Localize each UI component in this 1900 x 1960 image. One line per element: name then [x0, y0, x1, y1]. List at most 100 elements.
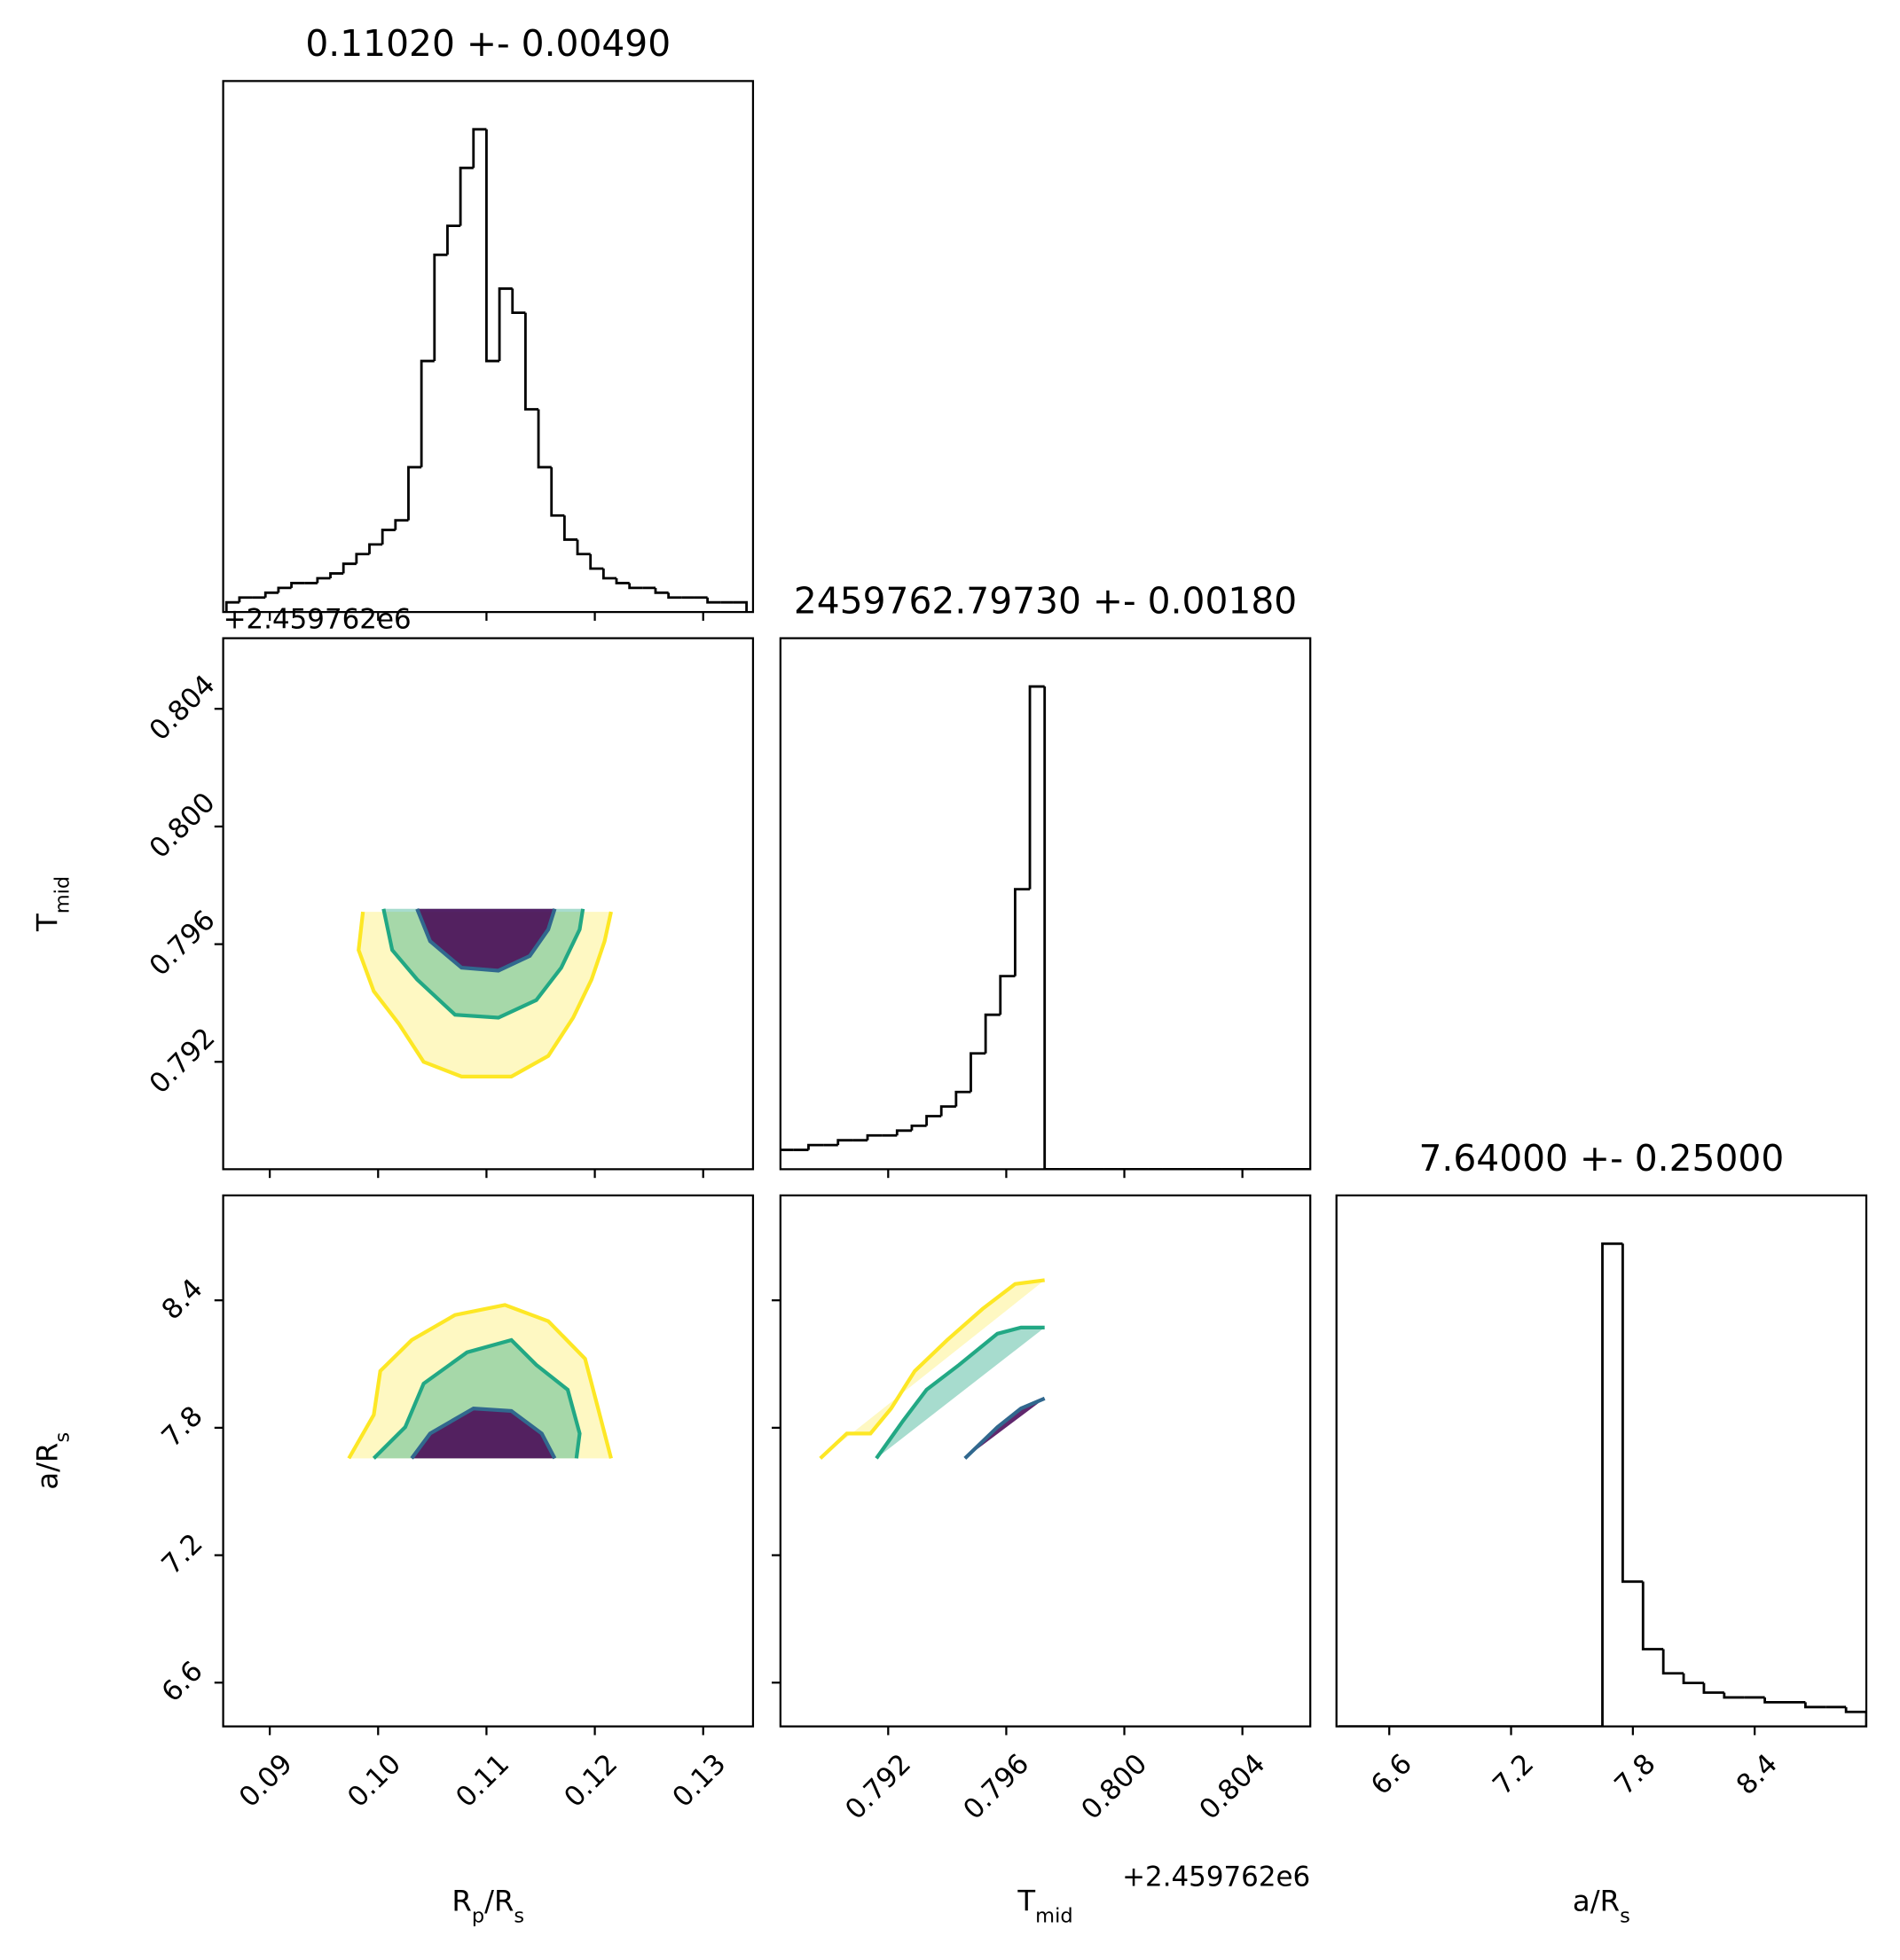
axes-frame — [222, 80, 755, 614]
x-axis-label: Tmid — [1017, 1885, 1072, 1928]
histogram-step — [238, 596, 253, 603]
histogram-step — [394, 519, 409, 530]
histogram-step — [485, 129, 500, 363]
histogram-step — [628, 583, 643, 590]
offset-text: +2.459762e6 — [224, 603, 412, 635]
panel-title: 2459762.79730 +- 0.00180 — [794, 580, 1297, 623]
histogram-step — [562, 515, 578, 541]
contour-line — [963, 1396, 1046, 1460]
x-tick-label: 8.4 — [1731, 1748, 1784, 1801]
contour-line — [875, 1325, 1045, 1460]
histogram-step — [925, 1115, 942, 1126]
contour-line — [410, 1406, 557, 1460]
histogram-step — [368, 543, 383, 554]
panel — [347, 1303, 613, 1460]
x-tick-label: 0.800 — [1075, 1748, 1153, 1826]
histogram-step — [866, 1133, 883, 1141]
histogram-step — [550, 466, 565, 517]
y-axis-label-part: mid — [51, 876, 75, 913]
histogram-step — [407, 466, 422, 521]
histogram-step — [836, 1139, 853, 1146]
contour-fill — [412, 1408, 555, 1459]
histogram-step — [224, 600, 239, 613]
x-tick-label: 7.8 — [1608, 1748, 1661, 1801]
panel — [224, 128, 749, 613]
histogram-step — [1803, 1702, 1826, 1709]
histogram-step — [524, 312, 539, 411]
histogram-step — [999, 975, 1016, 1015]
x-tick-label: 0.12 — [558, 1748, 624, 1814]
contour-fill — [820, 1280, 1045, 1459]
y-tick-label: 0.792 — [144, 1022, 222, 1100]
x-tick-label: 0.792 — [839, 1748, 917, 1826]
histogram-step — [970, 1052, 986, 1093]
y-axis-label-part: s — [51, 1432, 75, 1443]
y-tick-label: 0.804 — [144, 669, 222, 747]
histogram-step — [910, 1124, 927, 1131]
histogram-step — [446, 224, 461, 255]
y-tick-label: 0.796 — [144, 905, 222, 983]
histogram-step — [733, 600, 749, 613]
histogram-step — [1014, 888, 1031, 976]
x-tick-label: 6.6 — [1365, 1748, 1418, 1801]
x-axis-label-part: mid — [1035, 1905, 1072, 1928]
histogram-step — [601, 568, 617, 580]
histogram-step — [1682, 1673, 1704, 1685]
histogram-step — [1702, 1682, 1724, 1694]
x-axis-label-part: /R — [484, 1885, 514, 1918]
x-axis-label-part: s — [514, 1905, 524, 1928]
y-tick-label: 7.8 — [155, 1400, 208, 1454]
histogram-step — [472, 128, 487, 169]
x-axis-label-part: s — [1620, 1905, 1630, 1928]
contour-line — [819, 1278, 1045, 1460]
contour-line — [415, 908, 557, 973]
x-tick-label: 0.796 — [957, 1748, 1035, 1826]
x-axis-label: Rp/Rs — [451, 1885, 524, 1928]
x-axis-label: a/Rs — [1573, 1885, 1630, 1928]
axes-frame — [779, 1194, 1312, 1728]
panel — [780, 685, 1311, 1170]
histogram-step — [537, 409, 552, 469]
histogram-step — [654, 587, 669, 594]
histogram-step — [984, 1013, 1001, 1054]
y-tick-label: 6.6 — [155, 1655, 208, 1708]
offset-text: +2.459762e6 — [1122, 1862, 1310, 1893]
y-axis-label-part: a/R — [31, 1443, 65, 1490]
y-axis-label: a/Rs — [31, 1432, 75, 1490]
histogram-step — [433, 253, 448, 362]
x-tick-label: 0.09 — [233, 1748, 299, 1814]
x-axis-label-part: p — [472, 1905, 484, 1928]
contour-line — [381, 908, 585, 1020]
x-axis-label-part: R — [451, 1885, 471, 1918]
x-tick-label: 7.2 — [1487, 1748, 1540, 1801]
histogram-step — [615, 577, 630, 584]
y-tick-label: 0.800 — [144, 787, 222, 865]
contour-fill — [349, 1305, 611, 1459]
contour-line — [372, 1337, 582, 1460]
histogram-step — [355, 553, 370, 564]
y-axis-label-part: T — [31, 913, 65, 932]
histogram-step — [1028, 685, 1045, 890]
histogram-step — [780, 1149, 794, 1151]
contour-line — [357, 911, 613, 1078]
histogram-step — [263, 591, 279, 598]
axes-frame — [779, 637, 1312, 1171]
histogram-step — [1601, 1242, 1623, 1727]
histogram-step — [1661, 1649, 1684, 1675]
contour-fill — [417, 908, 555, 971]
x-axis-label-part: a/R — [1573, 1885, 1620, 1918]
histogram-step — [1641, 1581, 1664, 1650]
y-axis-label: Tmid — [31, 876, 75, 932]
axes-frame — [222, 1194, 755, 1728]
histogram-step — [511, 288, 526, 315]
histogram-step — [342, 562, 357, 574]
x-axis-label-part: T — [1017, 1885, 1035, 1918]
histogram-step — [576, 539, 591, 556]
histogram-step — [329, 572, 344, 578]
y-tick-label: 8.4 — [155, 1273, 208, 1326]
histogram-step — [459, 166, 474, 226]
axes-frame — [1335, 1194, 1868, 1728]
contour-line — [347, 1303, 613, 1460]
histogram-step — [807, 1143, 824, 1150]
